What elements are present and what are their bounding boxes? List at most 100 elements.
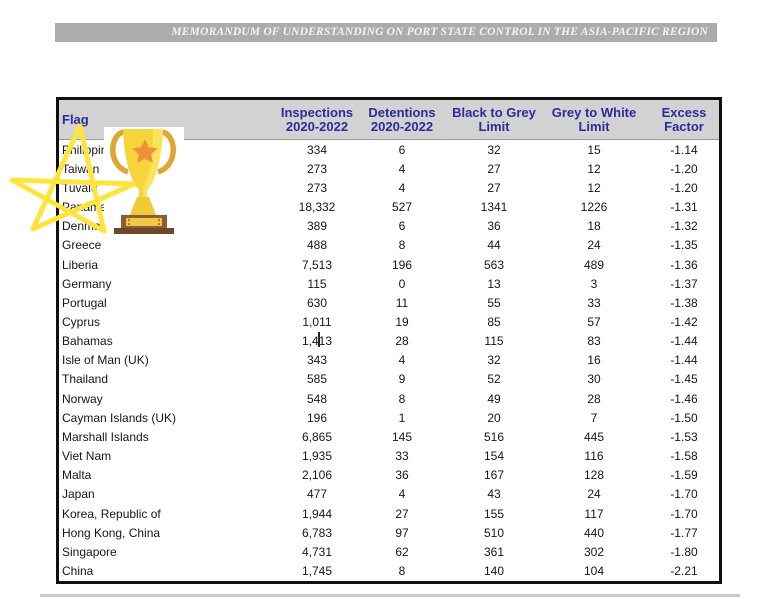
value-cell: 477 xyxy=(306,487,328,502)
value-cell: 7,513 xyxy=(301,257,333,272)
value-cell: 16 xyxy=(587,353,601,368)
value-cell: 32 xyxy=(487,142,501,157)
value-cell: 18 xyxy=(587,219,601,234)
table-row: Viet Nam 1,935 33 154 116 -1.58 xyxy=(59,447,719,466)
value-cell: 8 xyxy=(398,564,406,579)
value-cell: 116 xyxy=(584,449,604,464)
table-row: Liberia 7,513 196 563 489 -1.36 xyxy=(59,255,719,274)
value-cell: 27 xyxy=(395,506,409,521)
value-cell: 12 xyxy=(587,180,601,195)
value-cell: 334 xyxy=(306,142,328,157)
value-cell: 6,865 xyxy=(301,429,333,444)
value-cell: 361 xyxy=(483,544,505,559)
table-body: Philippines 334 6 32 15 -1.14 Taiwan 273 4 27 12 -1… xyxy=(59,140,719,581)
value-cell: 33 xyxy=(587,295,601,310)
value-cell: 1,944 xyxy=(301,506,333,521)
value-cell: 3 xyxy=(590,276,598,291)
value-cell: 49 xyxy=(487,391,501,406)
table-row: Germany 115 0 13 3 -1.37 xyxy=(59,274,719,293)
value-cell: -1.77 xyxy=(670,525,698,540)
value-cell: 563 xyxy=(483,257,505,272)
column-header-label: Black to Grey xyxy=(452,104,536,120)
table-row: China 1,745 8 140 104 -2.21 xyxy=(59,561,719,580)
column-header-sublabel: 2020-2022 xyxy=(370,118,434,134)
flag-name-cell: Singapore xyxy=(62,544,117,559)
column-header-label: Excess xyxy=(661,104,707,120)
table-row: Singapore 4,731 62 361 302 -1.80 xyxy=(59,542,719,561)
value-cell: 33 xyxy=(395,449,409,464)
flag-name-cell: Thailand xyxy=(62,372,109,387)
value-cell: 24 xyxy=(587,238,601,253)
value-cell: 585 xyxy=(306,372,328,387)
value-cell: -1.59 xyxy=(670,468,698,483)
value-cell: 27 xyxy=(487,180,501,195)
value-cell: -1.70 xyxy=(670,506,698,521)
table-row: Korea, Republic of 1,944 27 155 117 -1.70 xyxy=(59,504,719,523)
value-cell: -1.37 xyxy=(670,276,698,291)
flag-name-cell: Cayman Islands (UK) xyxy=(62,410,177,425)
value-cell: 440 xyxy=(583,525,605,540)
flag-name-cell: Korea, Republic of xyxy=(62,506,161,521)
flag-name-cell: Cyprus xyxy=(62,314,101,329)
value-cell: 8 xyxy=(398,238,406,253)
value-cell: 0 xyxy=(398,276,406,291)
value-cell: 1,935 xyxy=(301,449,333,464)
value-cell: 43 xyxy=(487,487,501,502)
flag-name-cell: Viet Nam xyxy=(62,449,112,464)
value-cell: 154 xyxy=(483,449,505,464)
value-cell: 196 xyxy=(391,257,413,272)
value-cell: 117 xyxy=(584,506,604,521)
column-header-label: Grey to White xyxy=(551,104,637,120)
value-cell: 28 xyxy=(587,391,601,406)
value-cell: 11 xyxy=(395,295,409,310)
value-cell: -1.36 xyxy=(670,257,698,272)
value-cell: -1.32 xyxy=(670,219,698,234)
value-cell: 273 xyxy=(306,180,328,195)
flag-name-cell: Bahamas xyxy=(62,334,113,349)
value-cell: 302 xyxy=(583,544,605,559)
value-cell: 57 xyxy=(587,314,601,329)
value-cell: 8 xyxy=(398,391,406,406)
value-cell: -1.35 xyxy=(670,238,698,253)
value-cell: 27 xyxy=(487,161,501,176)
column-header-flag: Flag xyxy=(59,100,279,139)
value-cell: -1.45 xyxy=(670,372,698,387)
value-cell: -1.31 xyxy=(670,200,698,215)
column-header-label: Flag xyxy=(62,111,89,127)
flag-name-cell: Germany xyxy=(62,276,112,291)
value-cell: 548 xyxy=(306,391,328,406)
value-cell: 1,413 xyxy=(301,334,333,349)
value-cell: 28 xyxy=(395,334,409,349)
value-cell: 62 xyxy=(395,544,409,559)
value-cell: 6,783 xyxy=(301,525,333,540)
value-cell: -1.53 xyxy=(670,429,698,444)
value-cell: 128 xyxy=(583,468,605,483)
flag-name-cell: Hong Kong, China xyxy=(62,525,161,540)
value-cell: -1.58 xyxy=(670,449,698,464)
column-header-label: Inspections xyxy=(280,104,354,120)
value-cell: 1,745 xyxy=(301,564,333,579)
table-row: Norway 548 8 49 28 -1.46 xyxy=(59,389,719,408)
value-cell: 196 xyxy=(306,410,328,425)
value-cell: 1226 xyxy=(580,200,608,215)
flag-name-cell: Portugal xyxy=(62,295,107,310)
value-cell: 30 xyxy=(587,372,601,387)
table-row: Bahamas 1,413 28 115 83 -1.44 xyxy=(59,332,719,351)
column-header-detentions: Detentions 2020-2022 xyxy=(355,100,449,139)
table-row: Thailand 585 9 52 30 -1.45 xyxy=(59,370,719,389)
value-cell: 167 xyxy=(483,468,505,483)
value-cell: 445 xyxy=(583,429,605,444)
column-header-inspections: Inspections 2020-2022 xyxy=(279,100,355,139)
column-header-sublabel: 2020-2022 xyxy=(285,118,349,134)
table-row: Hong Kong, China 6,783 97 510 440 -1.77 xyxy=(59,523,719,542)
flag-name-cell: Malta xyxy=(62,468,92,483)
value-cell: 145 xyxy=(391,429,413,444)
value-cell: 24 xyxy=(587,487,601,502)
value-cell: -1.42 xyxy=(670,314,698,329)
value-cell: 7 xyxy=(590,410,598,425)
value-cell: -1.20 xyxy=(670,161,698,176)
value-cell: 4 xyxy=(398,487,406,502)
value-cell: -1.44 xyxy=(670,334,698,349)
value-cell: 97 xyxy=(395,525,409,540)
value-cell: 55 xyxy=(487,295,501,310)
